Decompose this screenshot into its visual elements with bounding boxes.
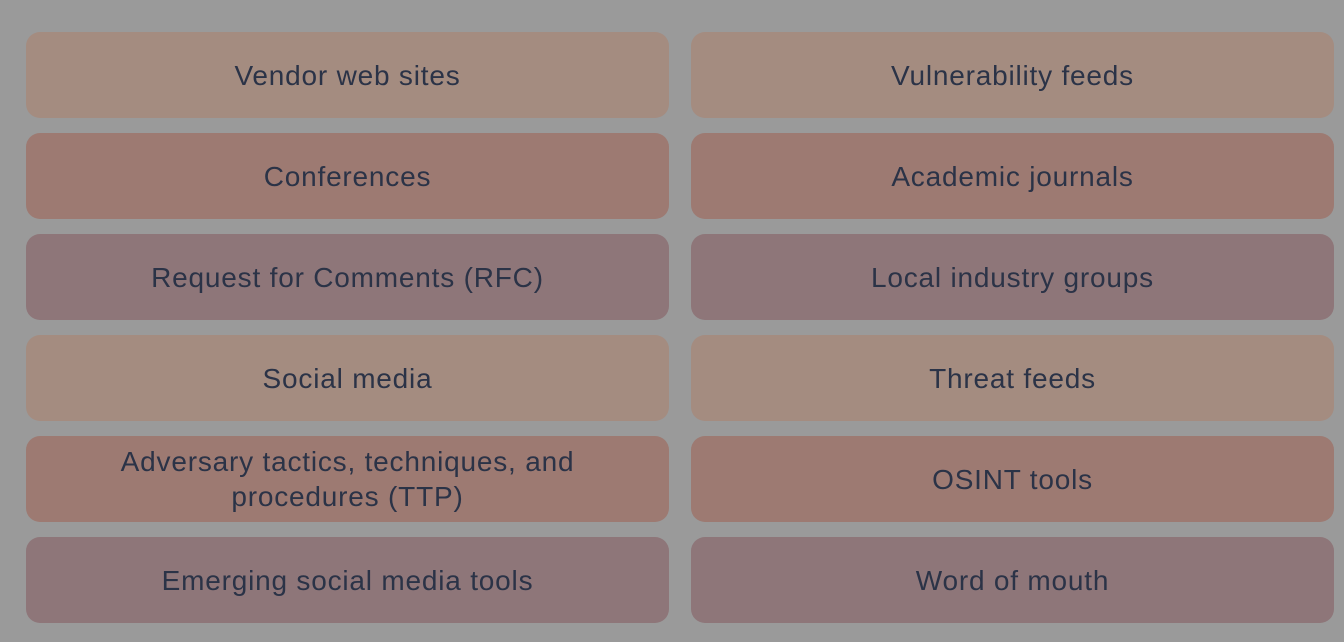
tile-social-media: Social media [26,335,669,421]
tile-adversary-ttp: Adversary tactics, techniques, and proce… [26,436,669,522]
tile-threat-feeds: Threat feeds [691,335,1334,421]
tile-academic-journals: Academic journals [691,133,1334,219]
tile-word-of-mouth: Word of mouth [691,537,1334,623]
tile-vendor-web-sites: Vendor web sites [26,32,669,118]
tile-request-for-comments: Request for Comments (RFC) [26,234,669,320]
tile-vulnerability-feeds: Vulnerability feeds [691,32,1334,118]
tile-emerging-social-media-tools: Emerging social media tools [26,537,669,623]
tile-local-industry-groups: Local industry groups [691,234,1334,320]
threat-intel-sources-grid: Vendor web sites Vulnerability feeds Con… [26,32,1334,623]
tile-osint-tools: OSINT tools [691,436,1334,522]
tile-conferences: Conferences [26,133,669,219]
